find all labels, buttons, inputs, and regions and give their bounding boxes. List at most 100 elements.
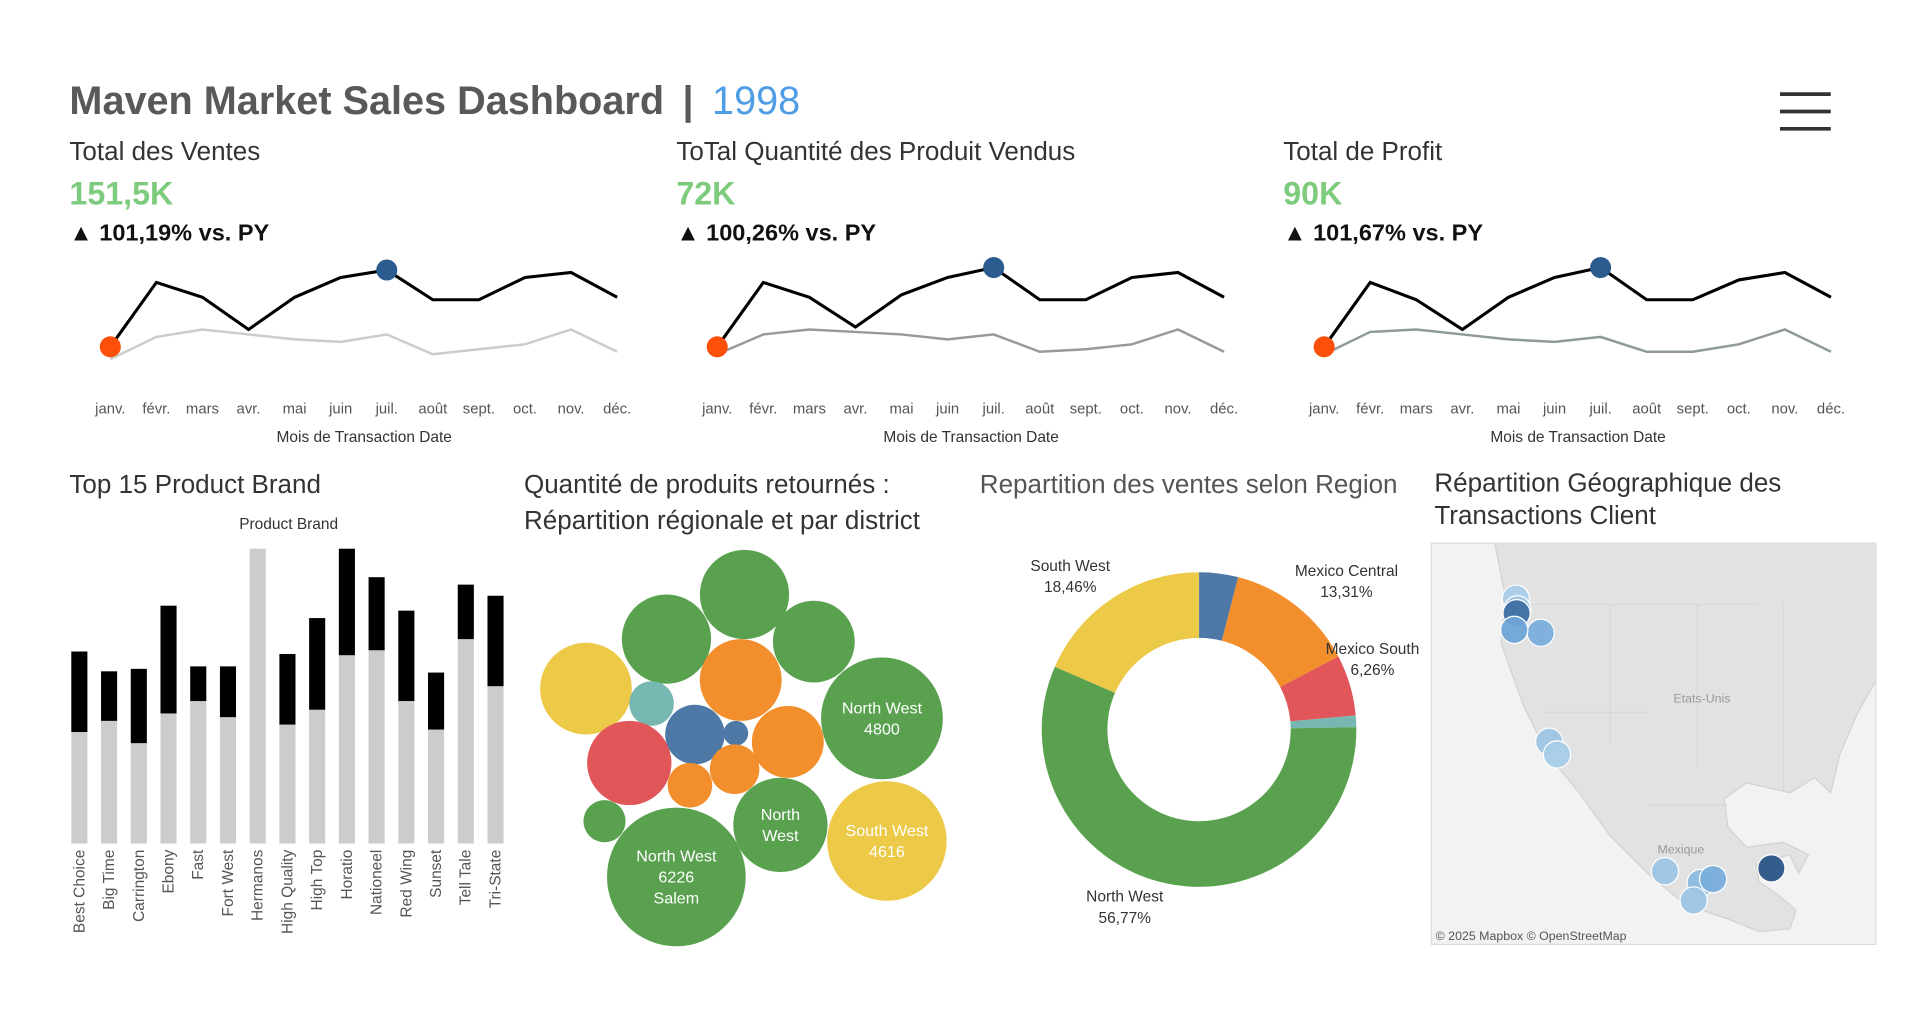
- x-tick-label: avr.: [237, 402, 261, 418]
- bubble: [606, 807, 746, 947]
- bubble: [733, 777, 828, 873]
- x-tick-label: juin: [935, 402, 959, 418]
- bar-segment: [130, 743, 147, 844]
- bar-segment: [71, 732, 88, 844]
- series-line: [715, 265, 1225, 348]
- x-tick-label: janv.: [1308, 402, 1339, 418]
- bar-segment: [309, 709, 326, 844]
- map-borders: [1508, 603, 1785, 806]
- x-tick-label: Nationeel: [369, 850, 386, 915]
- series-line: [109, 328, 618, 361]
- bar-segment: [279, 724, 296, 844]
- bubble: [583, 800, 626, 843]
- bubble: [821, 657, 943, 780]
- bubble: [587, 720, 672, 806]
- bar-segment: [71, 651, 88, 733]
- min-marker: [706, 336, 728, 358]
- x-tick-label: févr.: [1356, 402, 1384, 418]
- kpi-change: ▲ 101,67% vs. PY: [1283, 219, 1483, 245]
- bar-segment: [398, 610, 415, 702]
- bar-segment: [428, 672, 445, 730]
- map-point: [1526, 618, 1555, 648]
- bar-segment: [487, 595, 504, 687]
- donut-segment: [1199, 572, 1239, 641]
- x-tick-label: déc.: [1817, 402, 1845, 418]
- bubble: [665, 704, 725, 765]
- x-tick-label: mars: [186, 402, 219, 418]
- segment-label: Mexico South: [1326, 641, 1420, 658]
- menu-icon[interactable]: [1771, 84, 1840, 138]
- series-line: [716, 328, 1225, 356]
- segment-value: 18,46%: [1044, 579, 1097, 596]
- x-tick-label: déc.: [603, 402, 631, 418]
- x-tick-label: Red Wing: [398, 850, 415, 918]
- axis-header: Product Brand: [239, 516, 338, 533]
- bubble-label: North West: [842, 699, 923, 717]
- segment-label: North West: [1086, 889, 1164, 906]
- kpi-value: 72K: [676, 175, 735, 211]
- x-axis-title: Mois de Transaction Date: [1490, 429, 1665, 446]
- donut-segment: [1221, 577, 1339, 687]
- x-tick-label: juil.: [375, 402, 398, 418]
- x-tick-label: Carrington: [131, 850, 148, 922]
- bar-segment: [457, 639, 474, 844]
- map-frame: [1430, 542, 1877, 946]
- kpi-change: ▲ 100,26% vs. PY: [676, 219, 876, 245]
- bar-segment: [190, 701, 207, 844]
- x-tick-label: Fast: [190, 849, 207, 880]
- bubble: [699, 639, 782, 721]
- donut-segment: [1280, 656, 1356, 722]
- map-attribution: © 2025 Mapbox © OpenStreetMap: [1436, 929, 1627, 943]
- x-axis-title: Mois de Transaction Date: [883, 429, 1058, 446]
- bar-segment: [219, 666, 237, 718]
- title-separator: |: [682, 79, 693, 123]
- bubble: [751, 705, 824, 778]
- x-tick-label: Fort West: [220, 849, 237, 916]
- series-line: [109, 268, 618, 348]
- x-tick-label: Best Choice: [71, 850, 88, 933]
- x-tick-label: oct.: [1120, 402, 1144, 418]
- x-tick-label: mars: [793, 402, 826, 418]
- x-tick-label: août: [1632, 402, 1662, 418]
- kpi-value: 151,5K: [69, 175, 173, 211]
- x-tick-label: févr.: [142, 402, 170, 418]
- bar-segment: [368, 650, 385, 844]
- x-tick-label: mai: [283, 402, 307, 418]
- bubble-label: 4800: [864, 720, 900, 738]
- bubble-label: South West: [845, 822, 928, 840]
- x-tick-label: juin: [328, 402, 352, 418]
- bar-segment: [398, 701, 415, 844]
- x-tick-label: Tell Tale: [458, 850, 475, 906]
- series-line: [1322, 265, 1832, 348]
- kpi-value: 90K: [1283, 175, 1342, 211]
- bar-segment: [309, 618, 326, 710]
- x-tick-label: nov.: [1165, 402, 1192, 418]
- segment-label: Mexico Central: [1295, 563, 1398, 580]
- bubble: [827, 781, 947, 901]
- bubble: [540, 642, 632, 735]
- bar-segment: [249, 548, 266, 844]
- bubble: [667, 762, 713, 808]
- kpi-title: Total des Ventes: [69, 136, 260, 166]
- chart-title: Transactions Client: [1434, 500, 1656, 530]
- x-tick-label: Horatio: [339, 850, 356, 900]
- x-tick-label: Hermanos: [250, 849, 267, 921]
- bubble-label: Salem: [654, 890, 700, 908]
- x-tick-label: mai: [1496, 402, 1520, 418]
- max-marker: [1590, 257, 1612, 279]
- bar-segment: [101, 720, 118, 844]
- bar-segment: [428, 729, 445, 844]
- x-tick-label: juil.: [1588, 402, 1611, 418]
- min-marker: [1313, 336, 1335, 358]
- x-tick-label: juil.: [982, 402, 1005, 418]
- x-tick-label: High Top: [309, 850, 326, 911]
- x-tick-label: Big Time: [101, 850, 118, 910]
- map-label: Etats-Unis: [1673, 691, 1730, 705]
- bar-segment: [190, 666, 207, 702]
- dashboard-title: Maven Market Sales Dashboard | 1998: [69, 79, 800, 123]
- bar-segment: [219, 717, 237, 844]
- x-tick-label: Ebony: [160, 849, 177, 893]
- bubble-label: 4616: [869, 843, 905, 861]
